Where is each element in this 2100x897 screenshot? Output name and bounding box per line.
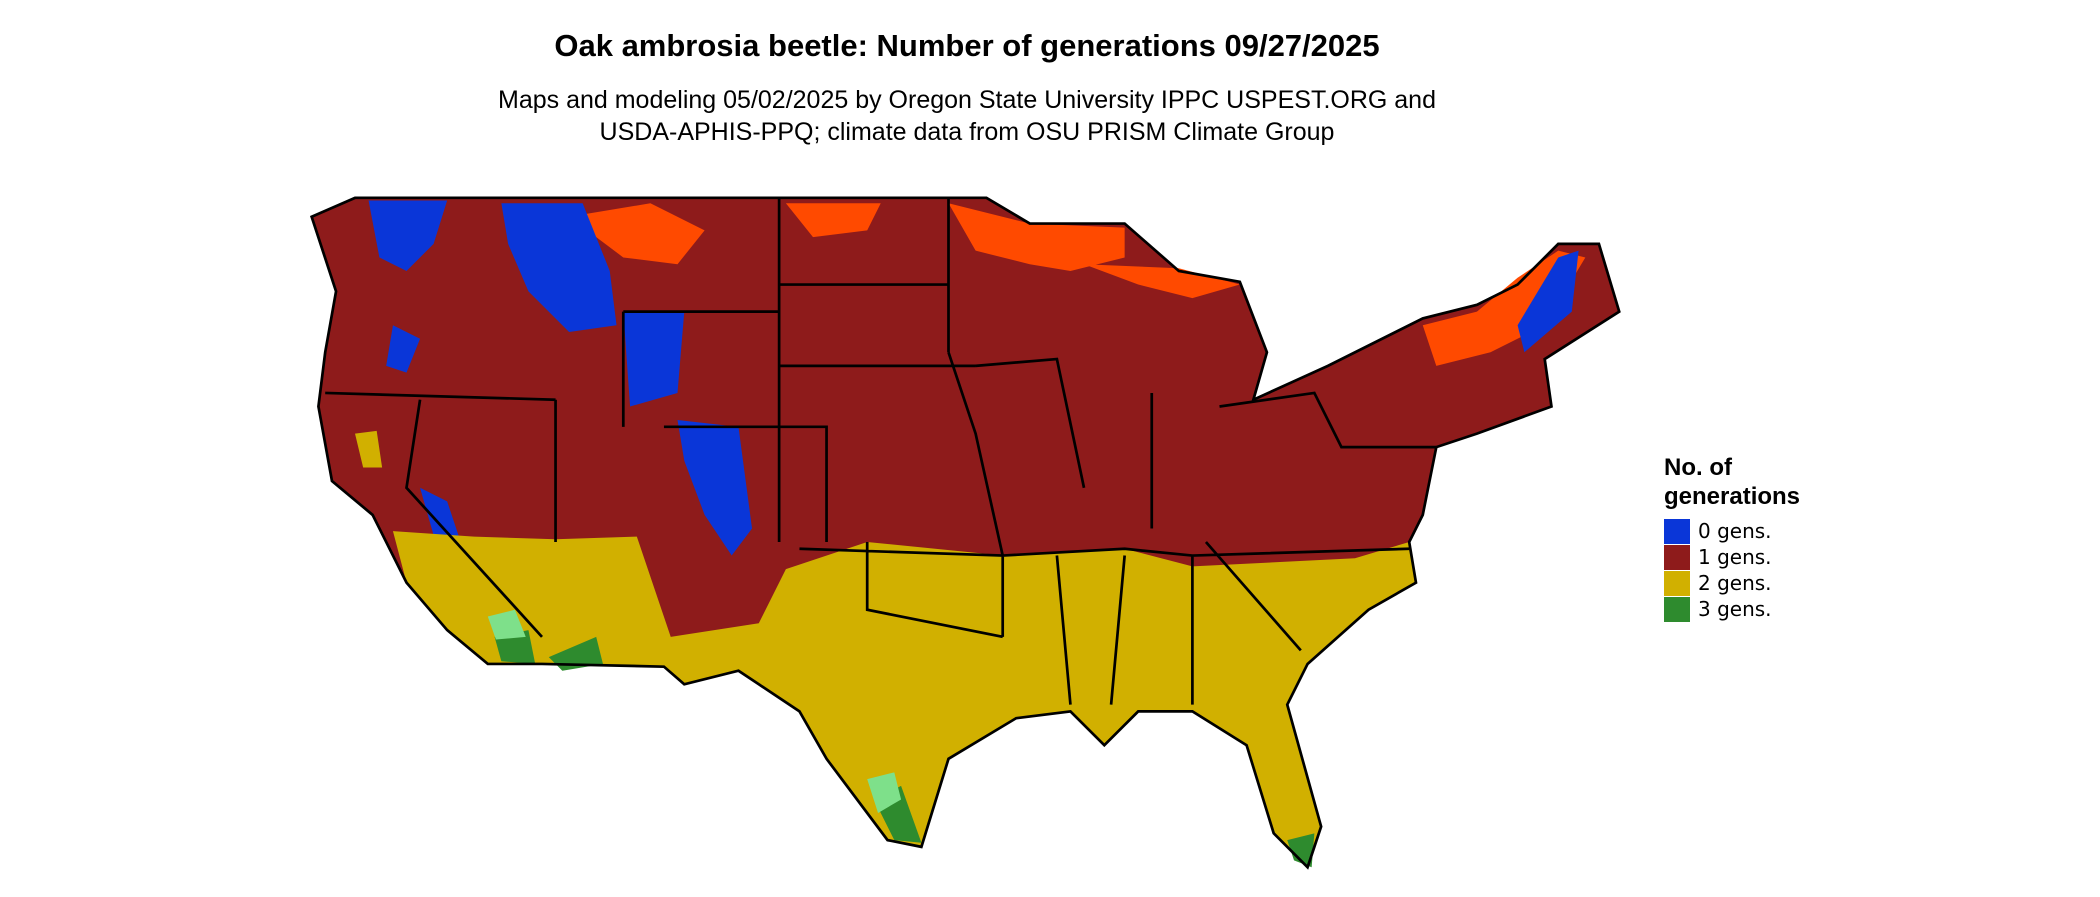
legend: No. of generations 0 gens.1 gens.2 gens.… [1664, 454, 1800, 622]
legend-swatch [1664, 519, 1690, 544]
legend-label: 1 gens. [1698, 545, 1772, 569]
legend-title: No. of [1664, 454, 1733, 481]
legend-label: 0 gens. [1698, 519, 1772, 543]
legend-swatch [1664, 545, 1690, 570]
legend-label: 2 gens. [1698, 571, 1772, 595]
legend-swatch [1664, 571, 1690, 596]
state-lines [309, 196, 1621, 870]
us-map [309, 196, 1621, 870]
region-2gen [355, 430, 1416, 868]
subtitle: Maps and modeling 05/02/2025 by Oregon S… [498, 86, 1436, 114]
title: Oak ambrosia beetle: Number of generatio… [554, 28, 1379, 63]
subtitle: USDA-APHIS-PPQ; climate data from OSU PR… [600, 118, 1335, 146]
legend-swatch [1664, 597, 1690, 622]
legend-items: 0 gens.1 gens.2 gens.3 gens. [1664, 519, 1772, 622]
region-3gen [494, 630, 1315, 868]
region-1gen [311, 197, 1620, 868]
legend-label: 3 gens. [1698, 597, 1772, 621]
legend-title: generations [1664, 483, 1800, 510]
region-late-1gen [569, 203, 1586, 366]
